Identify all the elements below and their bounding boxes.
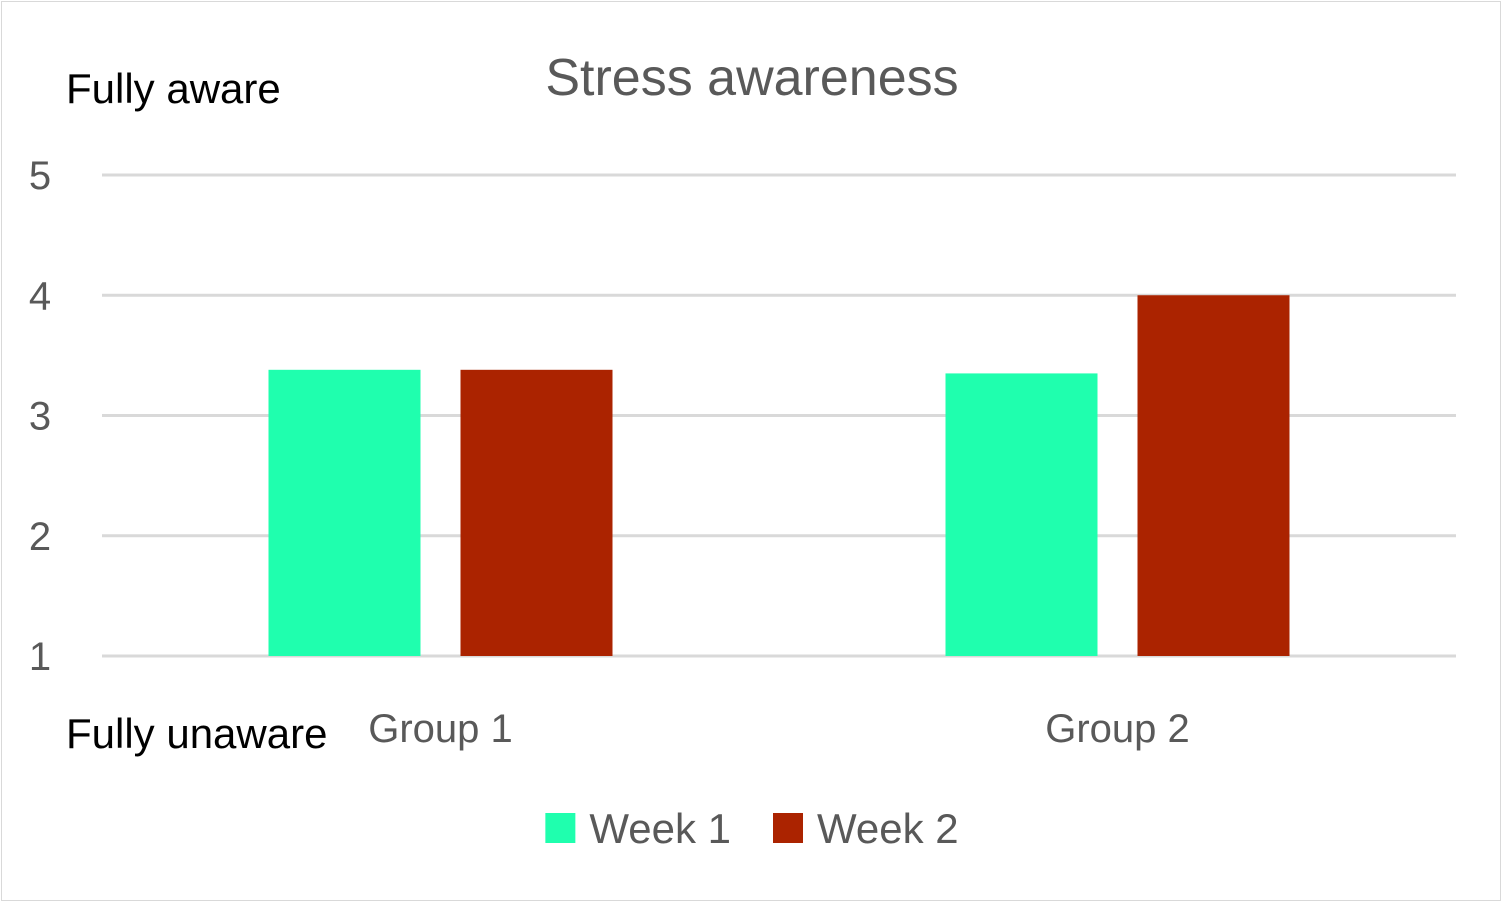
bar-week-2-group-2: [1137, 295, 1290, 656]
y-axis-ticks: 1 2 3 4 5: [29, 154, 51, 679]
legend-swatch-week-2: [773, 813, 803, 843]
y-tick-label: 2: [29, 515, 51, 559]
x-tick-label: Group 2: [1045, 707, 1190, 751]
bars: [268, 295, 1290, 656]
y-tick-label: 5: [29, 154, 51, 198]
legend: Week 1 Week 2: [545, 805, 959, 852]
y-tick-label: 3: [29, 395, 51, 439]
y-tick-label: 1: [29, 635, 51, 679]
legend-swatch-week-1: [545, 813, 576, 843]
x-axis-ticks: Group 1 Group 2: [368, 707, 1190, 751]
chart-title: Stress awareness: [545, 49, 958, 107]
x-tick-label: Group 1: [368, 707, 513, 751]
bar-week-1-group-1: [268, 369, 421, 656]
y-tick-label: 4: [29, 274, 51, 318]
bar-week-2-group-1: [460, 369, 613, 656]
y-axis-bottom-annotation: Fully unaware: [66, 710, 327, 757]
bar-week-1-group-2: [945, 373, 1098, 656]
y-axis-top-annotation: Fully aware: [66, 65, 281, 112]
legend-label-week-1: Week 1: [589, 805, 731, 852]
legend-label-week-2: Week 2: [817, 805, 959, 852]
